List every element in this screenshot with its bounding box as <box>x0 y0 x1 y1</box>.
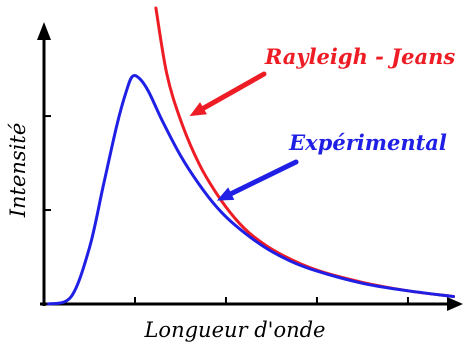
rayleigh-jeans-arrow-shaft <box>201 71 267 111</box>
x-axis-arrowhead <box>447 297 463 311</box>
experimental-arrow <box>216 159 299 201</box>
experimental-arrow-shaft <box>228 159 299 197</box>
experimental-label: Expérimental <box>288 130 447 155</box>
rayleigh-jeans-arrow-head <box>189 102 207 117</box>
y-axis-title: Intensité <box>6 123 30 219</box>
ticks <box>44 115 409 304</box>
axes <box>37 22 463 311</box>
rayleigh-jeans-label: Rayleigh - Jeans <box>264 44 456 69</box>
rayleigh-jeans-arrow <box>189 71 267 117</box>
y-axis-arrowhead <box>37 22 51 40</box>
series-layer <box>47 6 455 306</box>
x-axis-title: Longueur d'onde <box>143 318 325 342</box>
experimental-curve <box>47 73 455 306</box>
experimental-arrow-head <box>216 187 235 201</box>
annotation-arrows <box>189 71 299 201</box>
